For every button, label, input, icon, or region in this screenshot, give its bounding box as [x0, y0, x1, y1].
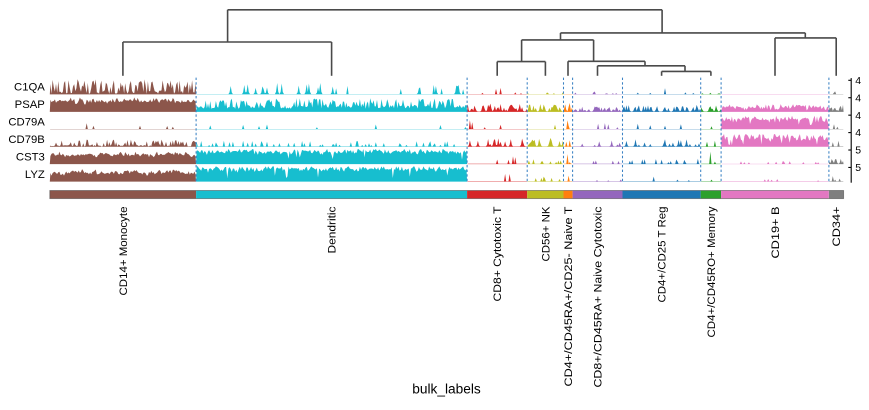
svg-text:CD8+/CD45RA+ Naive Cytotoxic: CD8+/CD45RA+ Naive Cytotoxic [592, 206, 604, 387]
svg-text:CD4+/CD45RO+ Memory: CD4+/CD45RO+ Memory [706, 206, 718, 337]
svg-text:CD4+/CD45RA+/CD25- Naive T: CD4+/CD45RA+/CD25- Naive T [563, 206, 575, 386]
svg-text:bulk_labels: bulk_labels [412, 382, 481, 397]
svg-text:CD56+ NK: CD56+ NK [540, 206, 552, 261]
svg-text:5: 5 [855, 162, 861, 174]
svg-text:4: 4 [855, 110, 861, 122]
svg-text:CD8+ Cytotoxic T: CD8+ Cytotoxic T [492, 206, 504, 301]
svg-text:CD34+: CD34+ [831, 206, 843, 246]
svg-text:4: 4 [855, 92, 861, 104]
svg-text:CD4+/CD25 T Reg: CD4+/CD25 T Reg [657, 207, 669, 303]
svg-text:CD14+ Monocyte: CD14+ Monocyte [118, 207, 130, 296]
svg-text:4: 4 [855, 127, 861, 139]
svg-text:CD19+ B: CD19+ B [770, 207, 782, 259]
svg-text:4: 4 [855, 75, 861, 87]
svg-text:LYZ: LYZ [25, 169, 45, 181]
svg-text:Dendritic: Dendritic [327, 206, 339, 253]
svg-text:C1QA: C1QA [14, 82, 45, 94]
svg-text:PSAP: PSAP [15, 99, 45, 111]
svg-text:CST3: CST3 [16, 151, 45, 163]
svg-text:5: 5 [855, 145, 861, 157]
svg-text:CD79B: CD79B [8, 134, 44, 146]
svg-text:CD79A: CD79A [8, 117, 45, 129]
